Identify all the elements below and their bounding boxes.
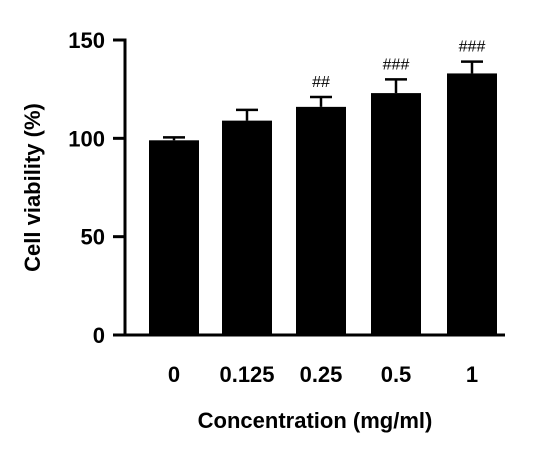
y-tick-label: 0 — [93, 323, 105, 348]
x-tick-label: 0.25 — [300, 362, 343, 387]
x-ticks-group: 0 0.125 0.25 0.5 1 — [168, 362, 478, 387]
x-tick-label: 0.5 — [381, 362, 412, 387]
significance-label: ## — [312, 74, 330, 91]
x-tick-label: 1 — [466, 362, 478, 387]
significance-labels-group: ######## — [312, 39, 485, 91]
bar — [371, 93, 421, 335]
y-tick-label: 150 — [68, 28, 105, 53]
y-ticks-group: 0 50 100 150 — [68, 28, 125, 348]
bar — [222, 120, 272, 335]
significance-label: ### — [459, 39, 486, 56]
y-tick-label: 50 — [81, 225, 105, 250]
bar — [149, 140, 199, 335]
x-axis-title: Concentration (mg/ml) — [198, 408, 433, 433]
bars-group — [149, 73, 497, 335]
x-tick-label: 0.125 — [219, 362, 274, 387]
x-tick-label: 0 — [168, 362, 180, 387]
error-bars-group — [163, 60, 483, 141]
significance-label: ### — [383, 56, 410, 73]
bar — [296, 106, 346, 335]
y-axis-title: Cell viability (%) — [20, 103, 45, 272]
y-tick-label: 100 — [68, 126, 105, 151]
bar — [447, 73, 497, 335]
